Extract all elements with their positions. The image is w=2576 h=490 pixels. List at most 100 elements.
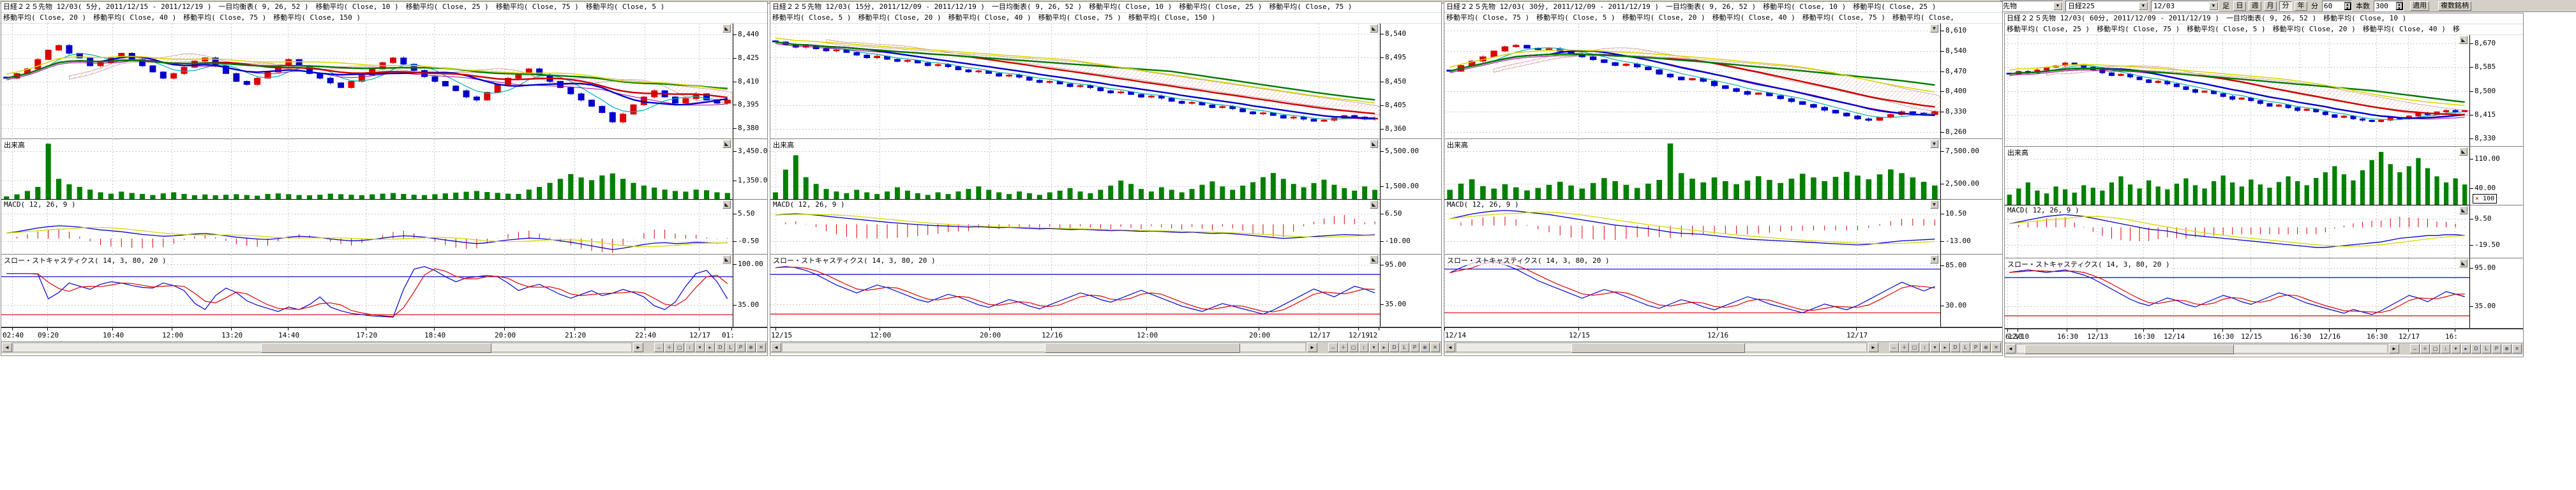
scroll-right-button[interactable]: ► (2389, 344, 2399, 353)
scroll-right-button[interactable]: ► (633, 343, 643, 352)
chart-tool-button-8[interactable]: P (1410, 343, 1419, 352)
scroll-right-button[interactable]: ► (1307, 343, 1317, 352)
chart-tool-button-3[interactable]: ↕ (1359, 343, 1368, 352)
instrument-type-dropdown[interactable]: 先物 ▼ (2000, 0, 2063, 11)
chart-tool-button-9[interactable]: ⊕ (746, 343, 756, 352)
pane-collapse-button[interactable]: ▼ (1930, 255, 1938, 264)
chart-tool-button-5[interactable]: ▸ (1940, 343, 1950, 352)
scroll-left-button[interactable]: ◄ (1445, 343, 1455, 352)
chart-tool-button-10[interactable]: ✕ (756, 343, 766, 352)
contract-month-dropdown[interactable]: 12/03 ▼ (2151, 0, 2219, 11)
chart-tool-button-2[interactable]: ▢ (2430, 344, 2440, 353)
chart-tool-button-2[interactable]: ▢ (1349, 343, 1358, 352)
pane-collapse-button[interactable]: ◣ (723, 140, 731, 148)
chart-tool-button-6[interactable]: D (2471, 344, 2481, 353)
chart-tool-button-1[interactable]: ＋ (664, 343, 674, 352)
chart-tool-button-8[interactable]: P (2492, 344, 2501, 353)
pane-collapse-button[interactable]: ◣ (2459, 259, 2467, 267)
chart-tool-button-5[interactable]: ▸ (705, 343, 715, 352)
chart-tool-icon-5: ▸ (1382, 344, 1386, 350)
pane-collapse-button[interactable]: ▼ (1930, 140, 1938, 148)
chart-tool-button-0[interactable]: ↔ (2410, 344, 2420, 353)
period-button-minute[interactable]: 分 (2279, 1, 2292, 11)
chart-tool-button-10[interactable]: ✕ (1991, 343, 2001, 352)
pane-collapse-button[interactable]: ◣ (2459, 36, 2467, 44)
bar-count-spinner[interactable]: ▲▼ (2374, 0, 2404, 11)
pane-collapse-button[interactable]: ◣ (1370, 140, 1378, 148)
pane-collapse-button[interactable]: ◣ (723, 200, 731, 209)
scrollbar-track[interactable] (13, 343, 632, 353)
chart-tool-button-7[interactable]: L (726, 343, 735, 352)
time-tick-label: 12/16 (1042, 331, 1063, 339)
chart-tool-button-7[interactable]: L (1961, 343, 1970, 352)
chart-tool-button-8[interactable]: P (1971, 343, 1981, 352)
period-button-month[interactable]: 月 (2264, 1, 2277, 11)
scrollbar-track[interactable] (2016, 344, 2388, 354)
pane-collapse-button[interactable]: ◣ (1370, 24, 1378, 33)
chart-tool-button-1[interactable]: ＋ (2420, 344, 2430, 353)
time-tick-mark (2329, 329, 2330, 332)
scroll-right-button[interactable]: ► (1868, 343, 1878, 352)
chevron-down-icon[interactable]: ▼ (2139, 1, 2148, 10)
chart-tool-button-1[interactable]: ＋ (1899, 343, 1909, 352)
pane-collapse-button[interactable]: ◣ (2459, 147, 2467, 156)
pane-collapse-button[interactable]: ▼ (1930, 200, 1938, 209)
spinner-arrows-icon[interactable]: ▲ ▼ (2344, 1, 2351, 11)
chart-tool-button-9[interactable]: ⊕ (1981, 343, 1991, 352)
chart-tool-button-0[interactable]: ↔ (654, 343, 664, 352)
chart-tool-button-4[interactable]: ▾ (1369, 343, 1379, 352)
pane-collapse-button[interactable]: ◣ (1370, 200, 1378, 209)
pane-collapse-button[interactable]: ▼ (1930, 24, 1938, 33)
chart-tool-button-3[interactable]: ↕ (2441, 344, 2450, 353)
chart-tool-button-7[interactable]: L (2482, 344, 2491, 353)
period-button-week[interactable]: 週 (2249, 1, 2261, 11)
minute-spinner[interactable]: ▲▼ (2322, 0, 2352, 11)
chart-tool-button-6[interactable]: D (1951, 343, 1960, 352)
period-button-year[interactable]: 年 (2295, 1, 2307, 11)
chart-tool-button-3[interactable]: ↕ (1920, 343, 1929, 352)
minute-input[interactable] (2323, 1, 2344, 10)
scrollbar-track[interactable] (1456, 343, 1867, 353)
chart-tool-button-0[interactable]: ↔ (1328, 343, 1338, 352)
bar-count-input[interactable] (2374, 1, 2396, 10)
chevron-down-icon[interactable]: ▼ (2053, 1, 2062, 10)
chart-tool-button-9[interactable]: ⊕ (1420, 343, 1430, 352)
scroll-left-button[interactable]: ◄ (2, 343, 12, 352)
apply-button[interactable]: 適用 (2410, 1, 2429, 11)
axis-tick-label: 8,610 (1940, 26, 1967, 34)
chart-tool-button-5[interactable]: ▸ (1379, 343, 1389, 352)
scroll-left-button[interactable]: ◄ (771, 343, 781, 352)
pane-collapse-button[interactable]: ◣ (1370, 255, 1378, 264)
scrollbar-thumb[interactable] (1571, 343, 1745, 353)
scrollbar-thumb[interactable] (1045, 343, 1240, 353)
chart-tool-button-0[interactable]: ↔ (1889, 343, 1899, 352)
period-button-day[interactable]: 日 (2233, 1, 2246, 11)
chart-tool-button-8[interactable]: P (736, 343, 745, 352)
chart-tool-button-2[interactable]: ▢ (1910, 343, 1919, 352)
chart-tool-button-10[interactable]: ✕ (2512, 344, 2522, 353)
chart-tool-button-4[interactable]: ▾ (1930, 343, 1940, 352)
chart-tool-button-5[interactable]: ▸ (2461, 344, 2471, 353)
chart-tool-button-2[interactable]: ▢ (675, 343, 684, 352)
chart-tool-button-10[interactable]: ✕ (1430, 343, 1440, 352)
pane-collapse-button[interactable]: ◣ (723, 255, 731, 264)
chart-tool-button-1[interactable]: ＋ (1338, 343, 1348, 352)
price-pane-plot (770, 24, 1380, 139)
pane-collapse-button[interactable]: ◣ (2459, 206, 2467, 214)
chart-tool-button-3[interactable]: ↕ (685, 343, 694, 352)
scrollbar-thumb[interactable] (2025, 345, 2234, 354)
symbol-dropdown[interactable]: 日経225 ▼ (2065, 0, 2148, 11)
multi-symbol-button[interactable]: 複数銘柄 (2438, 1, 2471, 11)
chart-tool-button-9[interactable]: ⊕ (2502, 344, 2512, 353)
chevron-down-icon[interactable]: ▼ (2209, 1, 2218, 10)
chart-tool-button-6[interactable]: D (1389, 343, 1399, 352)
chart-tool-button-4[interactable]: ▾ (695, 343, 705, 352)
scrollbar-track[interactable] (782, 343, 1306, 353)
chart-tool-button-7[interactable]: L (1400, 343, 1409, 352)
chart-tool-button-6[interactable]: D (715, 343, 725, 352)
scrollbar-thumb[interactable] (261, 343, 491, 353)
scroll-left-button[interactable]: ◄ (2005, 344, 2016, 353)
chart-tool-button-4[interactable]: ▾ (2451, 344, 2460, 353)
pane-collapse-button[interactable]: ◣ (723, 24, 731, 33)
spinner-arrows-icon[interactable]: ▲ ▼ (2396, 1, 2403, 11)
